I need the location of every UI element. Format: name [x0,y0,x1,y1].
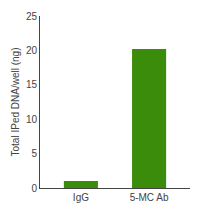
svg-text:25: 25 [26,11,38,22]
svg-text:0: 0 [31,183,37,194]
svg-text:5-MC Ab: 5-MC Ab [130,192,169,203]
svg-text:IgG: IgG [73,192,89,203]
svg-text:Total IPed DNA/well (ng): Total IPed DNA/well (ng) [10,48,21,157]
svg-text:5: 5 [31,148,37,159]
svg-text:10: 10 [26,114,38,125]
svg-text:20: 20 [26,45,38,56]
svg-text:15: 15 [26,79,38,90]
